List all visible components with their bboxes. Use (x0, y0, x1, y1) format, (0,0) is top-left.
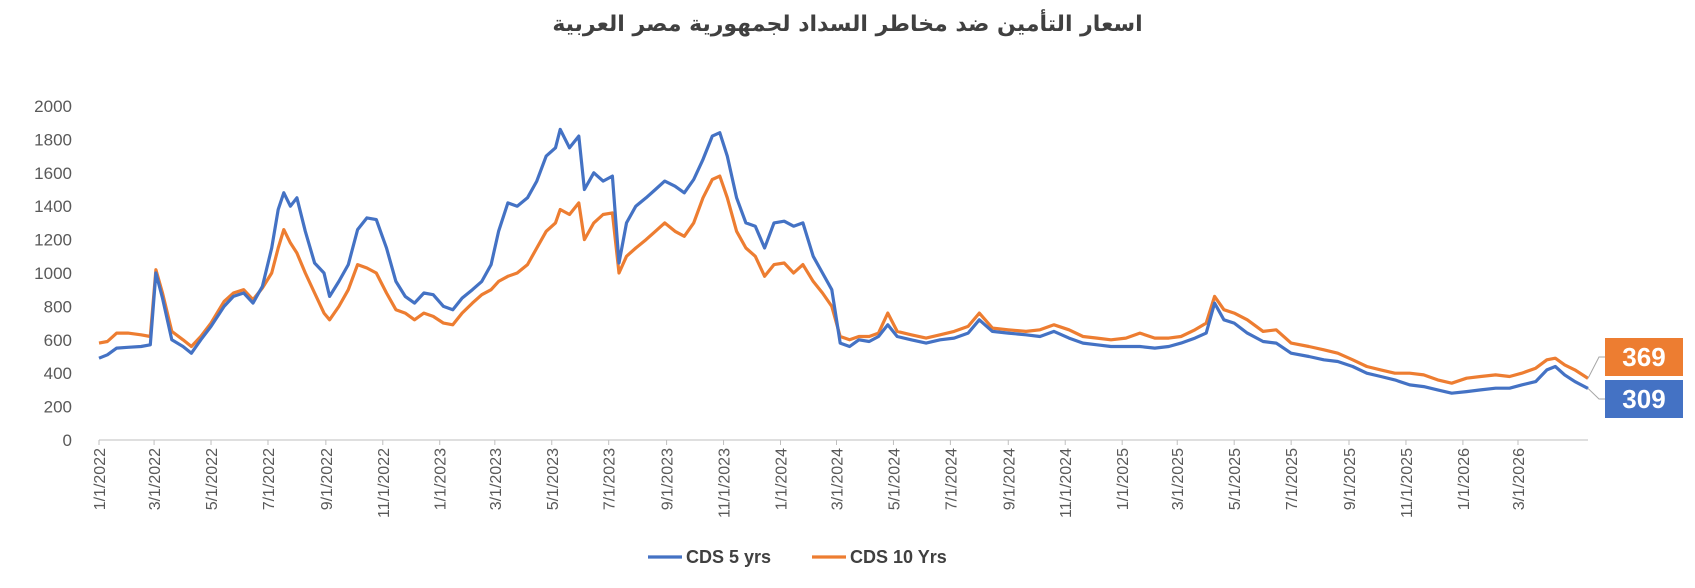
legend-label-cds-10-yrs: CDS 10 Yrs (850, 547, 947, 567)
x-tick-label: 1/1/2025 (1115, 448, 1132, 510)
end-label-cds-10-yrs: 369 (1622, 342, 1665, 372)
end-label-cds-10-yrs-box (1605, 338, 1683, 376)
x-tick-label: 1/1/2023 (433, 448, 450, 510)
chart-title: اسعار التأمين ضد مخاطر السداد لجمهورية م… (552, 12, 1143, 37)
x-tick-label: 9/1/2024 (1001, 448, 1018, 510)
x-tick-label: 9/1/2025 (1342, 448, 1359, 510)
y-tick-label: 200 (44, 398, 72, 417)
x-tick-label: 11/1/2024 (1058, 448, 1075, 518)
series-line-cds-10-yrs (98, 174, 1589, 385)
x-tick-label: 3/1/2026 (1511, 448, 1528, 510)
x-tick-label: 9/1/2022 (319, 448, 336, 510)
x-tick-label: 1/1/2024 (773, 448, 790, 510)
end-label-cds-5-yrs: 309 (1622, 384, 1665, 414)
x-tick-label: 5/1/2025 (1227, 448, 1244, 510)
x-tick-label: 7/1/2025 (1284, 448, 1301, 510)
x-tick-label: 9/1/2023 (660, 448, 677, 510)
y-tick-label: 800 (44, 297, 72, 316)
x-tick-label: 3/1/2023 (488, 448, 505, 510)
y-tick-label: 400 (44, 364, 72, 383)
x-tick-label: 11/1/2022 (376, 448, 393, 518)
end-label-leader (1587, 356, 1605, 379)
y-tick-label: 1600 (34, 164, 72, 183)
x-tick-label: 1/1/2022 (92, 448, 109, 510)
x-tick-label: 11/1/2025 (1399, 448, 1416, 518)
x-tick-label: 7/1/2024 (943, 448, 960, 510)
series-line-cds-5-yrs (98, 127, 1589, 395)
end-label-cds-5-yrs-box (1605, 380, 1683, 418)
legend-label-cds-5-yrs: CDS 5 yrs (686, 547, 771, 567)
x-tick-label: 7/1/2023 (602, 448, 619, 510)
x-tick-label: 3/1/2025 (1170, 448, 1187, 510)
x-tick-label: 3/1/2024 (829, 448, 846, 510)
y-tick-label: 0 (63, 431, 72, 450)
y-tick-label: 1800 (34, 130, 72, 149)
x-tick-label: 5/1/2022 (204, 448, 221, 510)
y-tick-label: 1200 (34, 231, 72, 250)
x-tick-label: 11/1/2023 (717, 448, 734, 518)
y-tick-label: 1400 (34, 197, 72, 216)
x-tick-label: 5/1/2023 (545, 448, 562, 510)
x-tick-label: 5/1/2024 (886, 448, 903, 510)
x-tick-label: 7/1/2022 (261, 448, 278, 510)
y-tick-label: 2000 (34, 97, 72, 116)
x-tick-label: 3/1/2022 (147, 448, 164, 510)
y-tick-label: 600 (44, 331, 72, 350)
x-tick-label: 1/1/2026 (1456, 448, 1473, 510)
end-label-leader (1587, 388, 1605, 400)
y-tick-label: 1000 (34, 264, 72, 283)
